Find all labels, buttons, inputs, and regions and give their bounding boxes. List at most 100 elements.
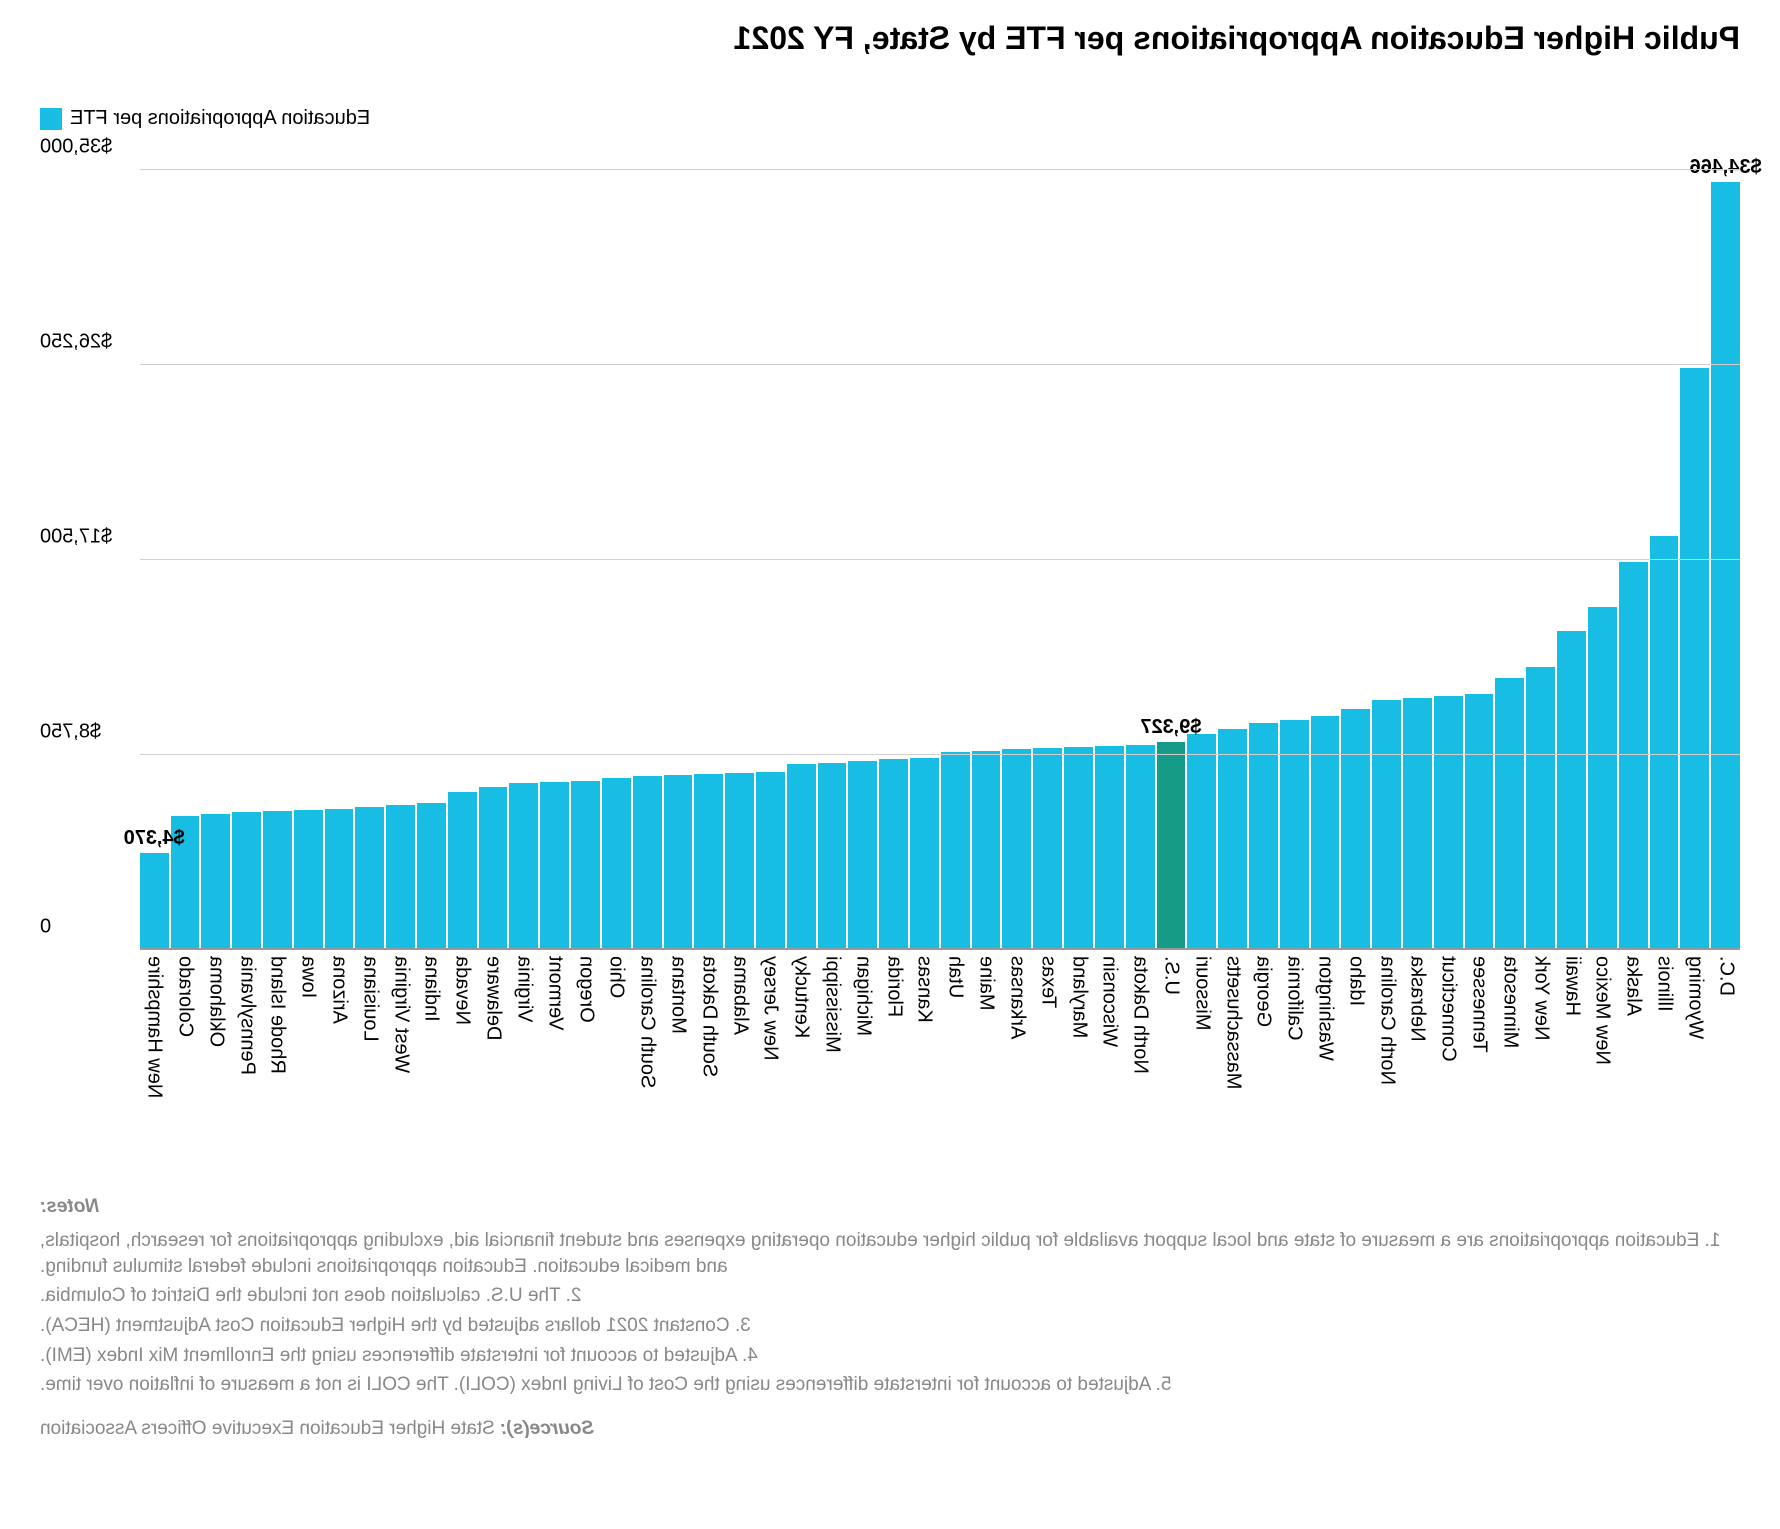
bar[interactable] — [1465, 694, 1494, 950]
bar[interactable] — [725, 773, 754, 950]
bar[interactable] — [664, 775, 693, 950]
bar-column — [479, 170, 508, 950]
x-axis-label: Kentucky — [790, 956, 813, 1038]
bar[interactable] — [448, 792, 477, 950]
bar[interactable] — [479, 787, 508, 950]
bar-column — [1588, 170, 1617, 950]
x-axis-label: Missouri — [1190, 956, 1213, 1030]
x-axis-label: Maryland — [1067, 956, 1090, 1038]
bar[interactable] — [910, 758, 939, 950]
x-label-column: Nebraska — [1403, 956, 1432, 1156]
bar-column — [602, 170, 631, 950]
notes-title: Notes: — [40, 1196, 1740, 1218]
bar[interactable] — [787, 764, 816, 950]
bar-column — [787, 170, 816, 950]
x-axis-label: Mississippi — [821, 956, 844, 1053]
x-axis-label: Massachusetts — [1221, 956, 1244, 1089]
bar[interactable]: $4,370 — [140, 853, 169, 950]
bar[interactable] — [386, 805, 415, 950]
bar[interactable] — [1372, 700, 1401, 950]
bar-column — [1249, 170, 1278, 950]
y-tick-label: 0 — [40, 916, 130, 939]
x-label-column: Alaska — [1619, 956, 1648, 1156]
x-axis-label: North Carolina — [1375, 956, 1398, 1085]
bar-column — [1650, 170, 1679, 950]
bar-column — [694, 170, 723, 950]
x-label-column: Montana — [664, 956, 693, 1156]
bar[interactable] — [1126, 745, 1155, 950]
y-tick-label: $35,000 — [40, 136, 130, 159]
bar[interactable]: $9,327 — [1157, 742, 1186, 950]
bar-column — [756, 170, 785, 950]
bar[interactable] — [1095, 746, 1124, 950]
bar[interactable] — [1249, 723, 1278, 950]
bar-column — [1280, 170, 1309, 950]
bar[interactable] — [540, 782, 569, 950]
x-axis-label: Michigan — [851, 956, 874, 1036]
x-axis-label: Texas — [1036, 956, 1059, 1008]
plot-area: $34,466 $9,327 $4,370 — [140, 170, 1740, 950]
bar[interactable] — [941, 752, 970, 950]
x-axis-label: Alaska — [1622, 956, 1645, 1016]
x-label-column: Wyoming — [1680, 956, 1709, 1156]
bar[interactable] — [602, 778, 631, 950]
bar-column — [818, 170, 847, 950]
bar[interactable] — [818, 763, 847, 950]
bar-column — [510, 170, 539, 950]
bar[interactable] — [1403, 698, 1432, 950]
bar[interactable] — [1557, 631, 1586, 950]
x-label-column: California — [1280, 956, 1309, 1156]
x-label-column: North Dakota — [1126, 956, 1155, 1156]
bar-column — [1403, 170, 1432, 950]
bar[interactable]: $34,466 — [1711, 182, 1740, 950]
x-label-column: Utah — [941, 956, 970, 1156]
bar[interactable] — [263, 811, 292, 950]
x-label-column: Idaho — [1341, 956, 1370, 1156]
bar[interactable] — [972, 751, 1001, 950]
bar[interactable] — [1496, 678, 1525, 950]
y-tick-label: $26,250 — [40, 331, 130, 354]
bar[interactable] — [756, 772, 785, 950]
bar[interactable] — [1064, 747, 1093, 950]
x-label-column: Kentucky — [787, 956, 816, 1156]
bar[interactable] — [201, 814, 230, 950]
bar-column: $34,466 — [1711, 170, 1740, 950]
bar[interactable] — [1311, 716, 1340, 950]
bar[interactable] — [510, 783, 539, 950]
x-label-column: South Dakota — [694, 956, 723, 1156]
bar[interactable] — [1434, 696, 1463, 950]
x-axis-label: South Carolina — [636, 956, 659, 1088]
bar[interactable] — [1218, 729, 1247, 950]
bar[interactable] — [879, 759, 908, 950]
bar[interactable] — [232, 812, 261, 950]
bar[interactable] — [1187, 734, 1216, 950]
bar[interactable] — [325, 809, 354, 951]
x-label-column: West Virginia — [386, 956, 415, 1156]
bar[interactable] — [848, 761, 877, 950]
bar[interactable] — [571, 781, 600, 950]
bar[interactable] — [1003, 749, 1032, 950]
bar[interactable] — [1033, 748, 1062, 950]
bar[interactable] — [1650, 536, 1679, 951]
bar[interactable] — [1680, 368, 1709, 950]
bar[interactable] — [1619, 562, 1648, 950]
bar-column — [664, 170, 693, 950]
bar[interactable] — [1526, 667, 1555, 950]
bar[interactable] — [1341, 709, 1370, 950]
x-axis-label: Washington — [1314, 956, 1337, 1061]
note-line: 3. Constant 2021 dollars adjusted by the… — [40, 1313, 1740, 1339]
x-axis-label: New Jersey — [759, 956, 782, 1060]
bar[interactable] — [294, 810, 323, 950]
x-label-column: Rhode Island — [263, 956, 292, 1156]
bar[interactable] — [355, 807, 384, 950]
x-axis-label: Connecticut — [1437, 956, 1460, 1062]
bar[interactable] — [694, 774, 723, 950]
x-axis-label: Oregon — [574, 956, 597, 1023]
bar[interactable] — [1588, 607, 1617, 950]
x-label-column: New Jersey — [756, 956, 785, 1156]
x-label-column: New Hampshire — [140, 956, 169, 1156]
note-line: 5. Adjusted to account for interstate di… — [40, 1372, 1740, 1398]
bar-column — [294, 170, 323, 950]
bar[interactable] — [417, 803, 446, 950]
bar[interactable] — [633, 776, 662, 950]
